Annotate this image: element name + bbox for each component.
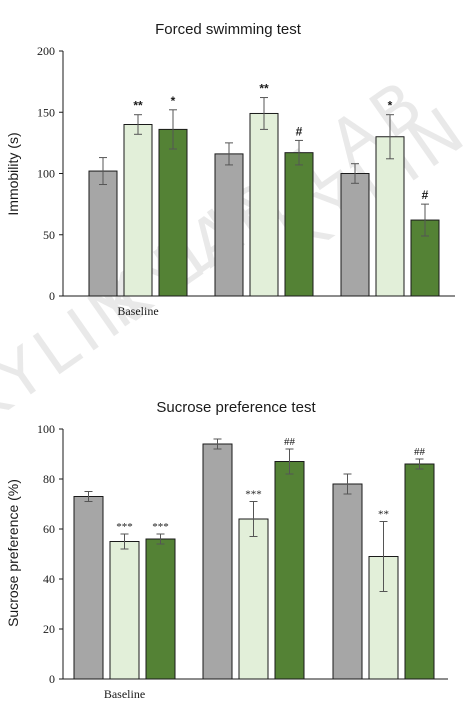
bar bbox=[284, 152, 314, 297]
y-tick-label: 0 bbox=[49, 672, 55, 686]
bar bbox=[123, 124, 153, 297]
bar bbox=[375, 136, 405, 297]
y-tick-label: 100 bbox=[37, 167, 55, 181]
category-label: Baseline bbox=[104, 687, 145, 701]
bar bbox=[332, 483, 363, 680]
bar bbox=[73, 496, 104, 680]
bar bbox=[340, 173, 370, 297]
plot-area: 0 20 40 60 80 100 *** *** Baseline *** ## ** ## bbox=[37, 422, 448, 701]
bar bbox=[145, 538, 176, 680]
significance-label: ## bbox=[284, 436, 296, 448]
y-tick-label: 80 bbox=[43, 472, 55, 486]
significance-label: *** bbox=[116, 521, 133, 533]
y-tick-label: 50 bbox=[43, 228, 55, 242]
significance-label: * bbox=[388, 99, 393, 113]
bar bbox=[158, 128, 188, 297]
sucrose-preference-chart: Sucrose preference test Sucrose preferen… bbox=[5, 399, 448, 701]
significance-label: *** bbox=[245, 489, 262, 501]
bar bbox=[274, 461, 305, 680]
chart-title: Sucrose preference test bbox=[156, 399, 316, 416]
significance-label: ** bbox=[259, 82, 269, 96]
y-tick-label: 0 bbox=[49, 289, 55, 303]
bar bbox=[214, 153, 244, 297]
significance-label: ## bbox=[414, 446, 426, 458]
y-tick-label: 40 bbox=[43, 572, 55, 586]
significance-label: ** bbox=[133, 99, 143, 113]
y-tick-label: 100 bbox=[37, 422, 55, 436]
bar bbox=[238, 518, 269, 680]
forced-swimming-chart: Forced swimming test Immobility (s) 0 50 1… bbox=[5, 21, 455, 318]
significance-label: * bbox=[171, 94, 176, 108]
bar bbox=[404, 463, 435, 680]
significance-label: # bbox=[296, 124, 303, 138]
significance-label: *** bbox=[152, 521, 169, 533]
significance-label: # bbox=[422, 188, 429, 202]
significance-label: ** bbox=[378, 509, 389, 521]
y-axis-label: Immobility (s) bbox=[5, 132, 21, 215]
category-label: Baseline bbox=[117, 304, 158, 318]
chart-title: Forced swimming test bbox=[155, 21, 302, 38]
bar bbox=[249, 112, 279, 297]
bar bbox=[202, 443, 233, 680]
y-tick-label: 200 bbox=[37, 44, 55, 58]
bar bbox=[109, 541, 140, 680]
y-tick-label: 60 bbox=[43, 522, 55, 536]
bar bbox=[88, 170, 118, 297]
y-tick-label: 150 bbox=[37, 105, 55, 119]
y-axis-label: Sucrose preference (%) bbox=[5, 479, 21, 627]
y-tick-label: 20 bbox=[43, 622, 55, 636]
